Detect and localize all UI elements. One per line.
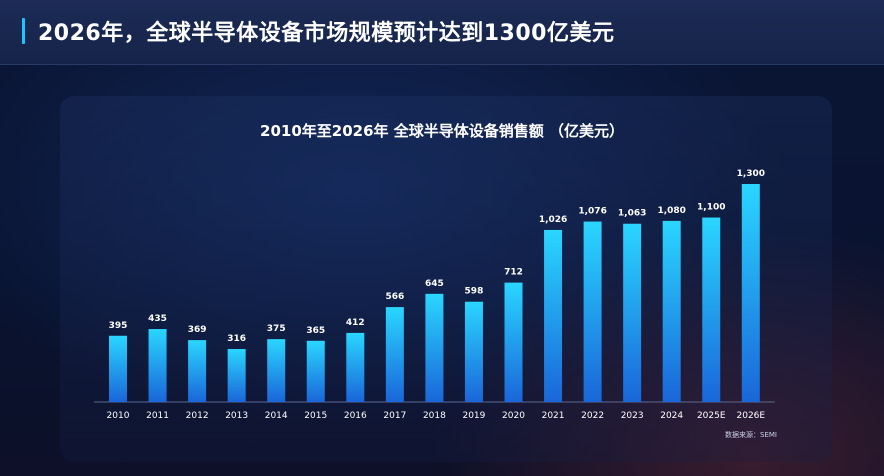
value-label-2020: 712 — [504, 268, 523, 278]
value-label-2015: 365 — [306, 326, 325, 336]
bar-2013 — [227, 349, 246, 402]
bar-2019 — [464, 301, 483, 402]
bar-2016 — [346, 332, 365, 402]
bar-2025E — [702, 217, 721, 402]
x-tick-label-2016: 2016 — [344, 411, 367, 421]
value-label-2024: 1,080 — [657, 206, 685, 216]
x-tick-label-2024: 2024 — [660, 411, 683, 421]
value-label-2019: 598 — [465, 287, 484, 297]
x-tick-label-2019: 2019 — [462, 411, 485, 421]
value-label-2022: 1,076 — [578, 207, 606, 217]
value-label-2026E: 1,300 — [737, 169, 765, 179]
x-tick-label-2012: 2012 — [186, 411, 209, 421]
value-label-2018: 645 — [425, 279, 444, 289]
bar-2015 — [306, 340, 325, 402]
bar-2012 — [188, 340, 207, 402]
x-tick-label-2018: 2018 — [423, 411, 446, 421]
value-label-2025E: 1,100 — [697, 203, 725, 213]
x-tick-label-2010: 2010 — [107, 411, 130, 421]
value-label-2010: 395 — [109, 321, 128, 331]
data-source-note: 数据来源：SEMI — [725, 431, 777, 439]
bar-2020 — [504, 282, 523, 402]
x-tick-label-2022: 2022 — [581, 411, 604, 421]
bar-2018 — [425, 293, 444, 402]
chart-title: 2010年至2026年 全球半导体设备销售额 （亿美元） — [260, 122, 624, 140]
x-tick-label-2023: 2023 — [621, 411, 644, 421]
x-tick-label-2026E: 2026E — [737, 411, 766, 421]
value-label-2014: 375 — [267, 324, 286, 334]
bar-2011 — [148, 329, 167, 402]
x-tick-label-2011: 2011 — [146, 411, 169, 421]
x-tick-label-2020: 2020 — [502, 411, 525, 421]
bar-2010 — [109, 335, 127, 402]
value-label-2016: 412 — [346, 318, 365, 328]
value-label-2013: 316 — [227, 334, 246, 344]
bar-2026E — [741, 184, 760, 402]
value-label-2012: 369 — [188, 325, 207, 335]
value-label-2021: 1,026 — [539, 215, 567, 225]
x-tick-label-2013: 2013 — [225, 411, 248, 421]
value-label-2023: 1,063 — [618, 209, 646, 219]
x-tick-label-2021: 2021 — [542, 411, 565, 421]
x-tick-label-2017: 2017 — [383, 411, 406, 421]
bar-2024 — [662, 220, 681, 402]
bar-2014 — [267, 339, 286, 402]
x-tick-label-2025E: 2025E — [697, 411, 726, 421]
value-label-2017: 566 — [385, 292, 404, 302]
bar-2023 — [623, 223, 642, 402]
header-bar: 2026年，全球半导体设备市场规模预计达到1300亿美元 — [0, 0, 884, 65]
bar-2022 — [583, 221, 602, 402]
value-label-2011: 435 — [148, 314, 167, 324]
bar-2017 — [385, 307, 404, 402]
title-accent-bar — [22, 18, 25, 44]
page-title: 2026年，全球半导体设备市场规模预计达到1300亿美元 — [38, 21, 615, 46]
x-tick-label-2015: 2015 — [304, 411, 327, 421]
bar-2021 — [544, 229, 563, 402]
x-tick-label-2014: 2014 — [265, 411, 288, 421]
